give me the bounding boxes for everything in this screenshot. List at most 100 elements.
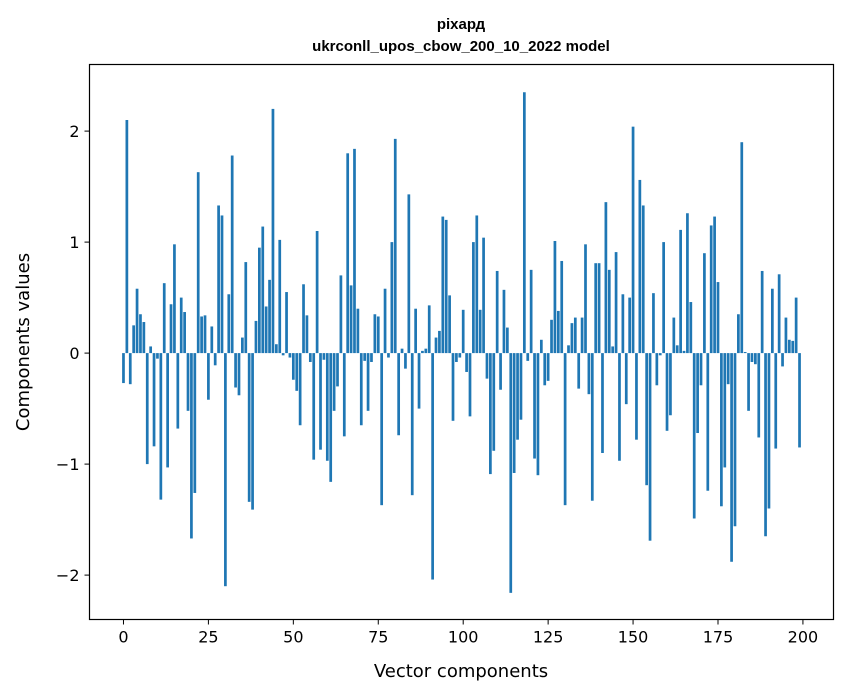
bar (251, 353, 254, 510)
bar (577, 353, 581, 389)
x-tick-label: 175 (703, 628, 734, 647)
bar (522, 92, 526, 354)
bar (737, 314, 740, 354)
bar (686, 213, 689, 354)
bar (166, 353, 169, 468)
bar (536, 353, 540, 476)
bar (573, 317, 577, 354)
bar (482, 237, 485, 354)
bar (658, 353, 662, 356)
bar (465, 353, 468, 372)
bar (696, 353, 699, 434)
bar (614, 252, 618, 354)
bar (193, 353, 197, 493)
bar (312, 353, 316, 460)
bar (227, 294, 231, 354)
bar (407, 194, 411, 354)
bar (590, 353, 594, 501)
bar (359, 353, 363, 426)
bar (645, 353, 649, 486)
bar (451, 353, 455, 421)
bar (264, 306, 268, 354)
bar (743, 351, 747, 354)
bar (798, 353, 801, 448)
bar (376, 316, 380, 354)
bar (339, 275, 343, 354)
bar (669, 353, 672, 416)
x-tick-label: 100 (448, 628, 479, 647)
bar (319, 353, 322, 450)
bar (468, 353, 472, 417)
bar (726, 353, 730, 385)
bar (128, 353, 132, 385)
bar (278, 239, 282, 354)
bar (556, 310, 560, 354)
y-tick-label: 1 (69, 233, 79, 252)
bar (444, 219, 448, 354)
bar (132, 325, 136, 354)
bar (774, 353, 778, 449)
bar (271, 108, 275, 354)
x-tick-label: 150 (618, 628, 649, 647)
bar (332, 353, 336, 411)
bar (621, 294, 625, 354)
bar (224, 353, 227, 587)
bar (611, 346, 615, 354)
bar (400, 348, 404, 354)
bar (720, 353, 723, 507)
bar (509, 353, 513, 593)
bar (750, 353, 754, 362)
bar (607, 269, 611, 354)
bar (322, 353, 326, 360)
bar (308, 353, 312, 362)
bar (580, 317, 584, 354)
bar (125, 120, 129, 354)
bar (652, 293, 655, 354)
bar (529, 269, 533, 354)
bar (506, 327, 509, 354)
bar (706, 353, 710, 491)
bar (247, 353, 251, 502)
bar (234, 353, 237, 388)
y-tick-label: 0 (69, 344, 79, 363)
bar (156, 353, 159, 359)
bar (747, 353, 750, 411)
bar (431, 353, 434, 580)
bar (699, 353, 703, 386)
bar (220, 215, 224, 354)
bar (397, 353, 401, 436)
bar (584, 244, 587, 354)
y-tick-label: −1 (56, 455, 80, 474)
bar (716, 282, 720, 354)
chart-subtitle: ukrconll_upos_cbow_200_10_2022 model (312, 38, 610, 55)
bar (196, 172, 200, 354)
bar (434, 337, 438, 354)
bar (190, 353, 193, 539)
bar (414, 308, 417, 354)
bar (230, 155, 234, 354)
bar (159, 353, 163, 500)
bar (767, 353, 771, 509)
bar (519, 353, 523, 420)
bar (791, 340, 795, 354)
bar (794, 297, 798, 354)
x-tick-label: 25 (198, 628, 218, 647)
x-tick-label: 50 (283, 628, 303, 647)
bar (203, 315, 207, 354)
bar (689, 302, 693, 354)
bar (635, 353, 638, 440)
bar (723, 353, 727, 468)
chart-title: ріхард (437, 16, 486, 33)
bar (427, 305, 431, 354)
bar (787, 339, 791, 354)
bar (173, 244, 176, 354)
bar (713, 216, 716, 354)
bar (295, 353, 299, 391)
bar (305, 315, 309, 354)
bar (274, 344, 278, 354)
bar (200, 316, 203, 354)
bar (390, 242, 394, 354)
bar (665, 353, 669, 431)
bar (241, 337, 244, 354)
bar (142, 322, 146, 354)
